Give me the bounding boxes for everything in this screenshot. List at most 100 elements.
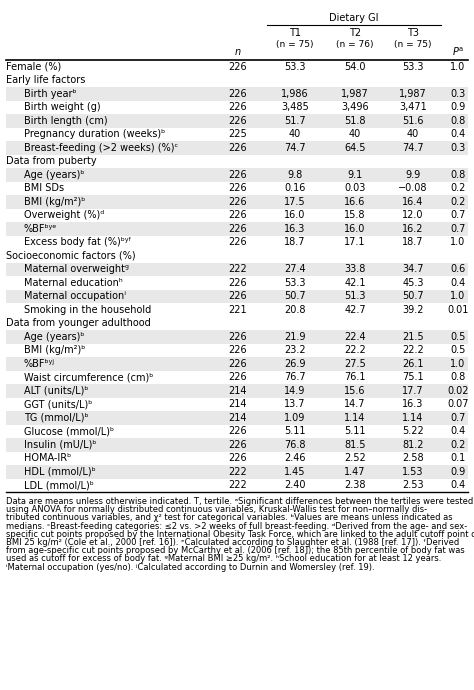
Text: Age (years)ᵇ: Age (years)ᵇ — [24, 332, 84, 342]
Text: 5.11: 5.11 — [344, 426, 366, 436]
Text: Pregnancy duration (weeks)ᵇ: Pregnancy duration (weeks)ᵇ — [24, 129, 165, 139]
Text: 226: 226 — [228, 453, 247, 463]
Text: 226: 226 — [228, 224, 247, 234]
Text: 16.2: 16.2 — [402, 224, 424, 234]
Text: 3,485: 3,485 — [281, 102, 309, 112]
Text: 226: 226 — [228, 102, 247, 112]
Text: 42.1: 42.1 — [344, 278, 366, 288]
Text: 0.4: 0.4 — [450, 426, 465, 436]
Text: 40: 40 — [407, 129, 419, 139]
Text: BMI (kg/m²)ᵇ: BMI (kg/m²)ᵇ — [24, 345, 85, 355]
Text: 226: 226 — [228, 426, 247, 436]
Text: 15.8: 15.8 — [344, 210, 366, 220]
Text: 0.01: 0.01 — [447, 305, 469, 315]
Text: 0.3: 0.3 — [450, 89, 465, 99]
Text: 81.5: 81.5 — [344, 440, 366, 450]
Text: 15.6: 15.6 — [344, 386, 366, 396]
Text: T3: T3 — [407, 28, 419, 38]
Text: using ANOVA for normally distributed continuous variables, Kruskal-Wallis test f: using ANOVA for normally distributed con… — [6, 505, 427, 514]
Text: 214: 214 — [229, 386, 247, 396]
Text: 0.9: 0.9 — [450, 102, 465, 112]
Text: 27.4: 27.4 — [284, 264, 306, 274]
Text: 9.8: 9.8 — [287, 170, 302, 180]
Bar — [6, 290, 468, 303]
Text: Insulin (mU/L)ᵇ: Insulin (mU/L)ᵇ — [24, 440, 97, 450]
Text: 226: 226 — [228, 143, 247, 152]
Text: 0.4: 0.4 — [450, 480, 465, 491]
Text: ALT (units/L)ᵇ: ALT (units/L)ᵇ — [24, 386, 89, 396]
Text: 34.7: 34.7 — [402, 264, 424, 274]
Text: 1,986: 1,986 — [281, 89, 309, 99]
Text: 20.8: 20.8 — [284, 305, 306, 315]
Text: 18.7: 18.7 — [284, 237, 306, 247]
Text: specific cut points proposed by the International Obesity Task Force, which are : specific cut points proposed by the Inte… — [6, 530, 474, 539]
Text: 76.1: 76.1 — [344, 372, 366, 382]
Text: 226: 226 — [228, 345, 247, 355]
Text: 42.7: 42.7 — [344, 305, 366, 315]
Text: 26.1: 26.1 — [402, 359, 424, 368]
Text: Maternal overweightᵍ: Maternal overweightᵍ — [24, 264, 129, 274]
Text: 0.7: 0.7 — [450, 413, 465, 423]
Text: 51.7: 51.7 — [284, 116, 306, 126]
Text: 226: 226 — [228, 184, 247, 193]
Text: tributed continuous variables, and χ² test for categorical variables. ᵇValues ar: tributed continuous variables, and χ² te… — [6, 513, 453, 522]
Text: 226: 226 — [228, 332, 247, 342]
Text: Dietary GI: Dietary GI — [329, 13, 379, 23]
Text: 2.53: 2.53 — [402, 480, 424, 491]
Text: 16.0: 16.0 — [344, 224, 365, 234]
Text: T2: T2 — [349, 28, 361, 38]
Bar — [6, 384, 468, 397]
Text: T1: T1 — [289, 28, 301, 38]
Text: 3,496: 3,496 — [341, 102, 369, 112]
Text: 14.7: 14.7 — [344, 400, 366, 409]
Text: 76.7: 76.7 — [284, 372, 306, 382]
Text: 53.3: 53.3 — [284, 278, 306, 288]
Text: 222: 222 — [228, 480, 247, 491]
Text: 64.5: 64.5 — [344, 143, 366, 152]
Text: 81.2: 81.2 — [402, 440, 424, 450]
Text: 226: 226 — [228, 278, 247, 288]
Text: 214: 214 — [229, 413, 247, 423]
Bar — [6, 411, 468, 424]
Text: 0.1: 0.1 — [450, 453, 465, 463]
Text: 2.46: 2.46 — [284, 453, 306, 463]
Text: Socioeconomic factors (%): Socioeconomic factors (%) — [6, 250, 136, 261]
Text: Birth yearᵇ: Birth yearᵇ — [24, 89, 77, 99]
Text: HDL (mmol/L)ᵇ: HDL (mmol/L)ᵇ — [24, 466, 96, 477]
Text: 0.16: 0.16 — [284, 184, 306, 193]
Text: Waist circumference (cm)ᵇ: Waist circumference (cm)ᵇ — [24, 372, 154, 382]
Text: 27.5: 27.5 — [344, 359, 366, 368]
Text: 226: 226 — [228, 440, 247, 450]
Text: 33.8: 33.8 — [344, 264, 365, 274]
Text: 2.58: 2.58 — [402, 453, 424, 463]
Text: 222: 222 — [228, 264, 247, 274]
Text: 0.03: 0.03 — [344, 184, 365, 193]
Bar — [6, 87, 468, 101]
Text: 221: 221 — [228, 305, 247, 315]
Text: 1.0: 1.0 — [450, 237, 465, 247]
Text: 45.3: 45.3 — [402, 278, 424, 288]
Text: 16.6: 16.6 — [344, 197, 365, 207]
Text: 1.09: 1.09 — [284, 413, 306, 423]
Text: 16.4: 16.4 — [402, 197, 424, 207]
Text: 5.11: 5.11 — [284, 426, 306, 436]
Text: 226: 226 — [228, 210, 247, 220]
Text: Smoking in the household: Smoking in the household — [24, 305, 151, 315]
Text: 1.0: 1.0 — [450, 61, 465, 72]
Text: 22.2: 22.2 — [402, 345, 424, 355]
Text: 17.1: 17.1 — [344, 237, 366, 247]
Text: 0.7: 0.7 — [450, 224, 465, 234]
Text: 226: 226 — [228, 89, 247, 99]
Text: Overweight (%)ᵈ: Overweight (%)ᵈ — [24, 210, 104, 220]
Bar — [6, 168, 468, 181]
Text: 0.8: 0.8 — [450, 372, 465, 382]
Bar — [6, 222, 468, 235]
Text: 21.5: 21.5 — [402, 332, 424, 342]
Text: 16.3: 16.3 — [284, 224, 306, 234]
Text: 50.7: 50.7 — [284, 291, 306, 302]
Text: BMI 25 kg/m² (Cole et al., 2000 [ref. 16]). ᵉCalculated according to Slaughter e: BMI 25 kg/m² (Cole et al., 2000 [ref. 16… — [6, 538, 459, 547]
Text: Data from puberty: Data from puberty — [6, 156, 97, 166]
Text: BMI (kg/m²)ᵇ: BMI (kg/m²)ᵇ — [24, 197, 85, 207]
Text: 1.47: 1.47 — [344, 466, 366, 477]
Text: 226: 226 — [228, 291, 247, 302]
